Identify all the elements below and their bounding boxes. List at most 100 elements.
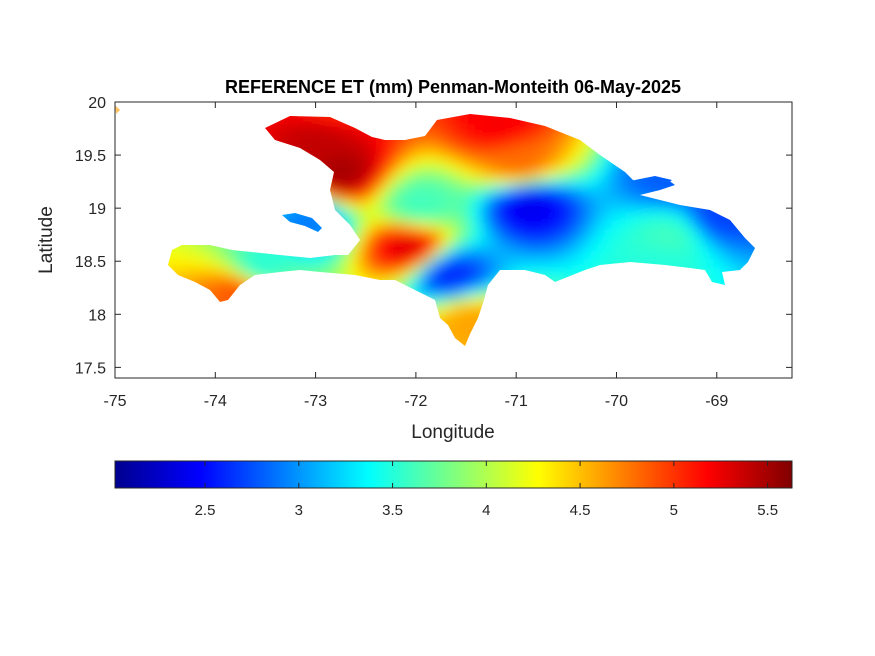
x-tick-label: -70	[605, 393, 628, 410]
heatmap-cell	[529, 244, 537, 253]
heatmap-cell	[438, 274, 446, 282]
heatmap-cell	[508, 192, 516, 201]
heatmap-cell	[283, 125, 292, 134]
heatmap-cell	[536, 199, 544, 208]
heatmap-cell	[613, 251, 622, 260]
heatmap-cell	[711, 229, 720, 238]
heatmap-cell	[711, 236, 720, 245]
heatmap-cell	[459, 192, 467, 201]
heatmap-cell	[494, 214, 502, 223]
heatmap-cell	[438, 184, 446, 193]
heatmap-cell	[676, 236, 685, 245]
heatmap-cell	[676, 207, 685, 216]
heatmap-cell	[367, 199, 376, 208]
heatmap-cell	[452, 140, 460, 149]
heatmap-cell	[494, 236, 502, 245]
heatmap-cell	[367, 132, 376, 141]
heatmap-cell	[557, 236, 565, 245]
heatmap-cell	[360, 162, 369, 171]
heatmap-cell	[487, 274, 495, 282]
heatmap-cell	[550, 155, 558, 164]
heatmap-cell	[634, 199, 643, 208]
heatmap-cell	[353, 251, 362, 260]
heatmap-cell	[487, 244, 495, 253]
heatmap-cell	[199, 266, 207, 275]
heatmap-cell	[648, 184, 657, 193]
heatmap-cell	[627, 229, 636, 238]
heatmap-cell	[388, 259, 397, 268]
heatmap-cell	[452, 229, 460, 238]
heatmap-cell	[416, 274, 425, 282]
heatmap-cell	[466, 117, 474, 126]
heatmap-cell	[725, 229, 734, 238]
heatmap-cell	[655, 214, 664, 223]
heatmap-cell	[592, 259, 600, 268]
heatmap-cell	[367, 229, 376, 238]
heatmap-cell	[304, 117, 313, 126]
heatmap-cell	[445, 303, 453, 312]
x-tick-label: -73	[304, 393, 327, 410]
heatmap-cell	[346, 147, 355, 156]
heatmap-cell	[578, 155, 586, 164]
heatmap-cell	[452, 214, 460, 223]
heatmap-cell	[669, 244, 678, 253]
heatmap-cell	[339, 177, 348, 186]
heatmap-cell	[353, 259, 362, 268]
heatmap-cell	[564, 251, 572, 260]
heatmap-cell	[452, 147, 460, 156]
heatmap-cell	[599, 214, 607, 223]
heatmap-cell	[367, 274, 376, 282]
heatmap-cell	[669, 207, 678, 216]
y-tick-label: 18	[88, 307, 106, 324]
heatmap-cell	[445, 288, 453, 297]
heatmap-cell	[557, 199, 565, 208]
heatmap-cell	[501, 117, 509, 126]
heatmap-cell	[550, 274, 558, 282]
heatmap-cell	[564, 132, 572, 141]
heatmap-cell	[409, 177, 418, 186]
heatmap-cell	[353, 199, 362, 208]
heatmap-cell	[725, 259, 734, 268]
heatmap-cell	[339, 140, 348, 149]
heatmap-cell	[360, 214, 369, 223]
heatmap-cell	[304, 222, 313, 230]
heatmap-cell	[367, 251, 376, 260]
heatmap-cell	[620, 192, 629, 201]
heatmap-cell	[536, 125, 544, 134]
heatmap-cell	[522, 244, 530, 253]
heatmap-cell	[459, 296, 467, 305]
heatmap-cell	[290, 140, 299, 149]
heatmap-cell	[297, 259, 306, 268]
heatmap-cell	[634, 222, 643, 230]
heatmap-cell	[515, 147, 523, 156]
heatmap-cell	[606, 222, 615, 230]
heatmap-cell	[318, 259, 327, 268]
heatmap-cell	[473, 132, 481, 141]
heatmap-cell	[508, 140, 516, 149]
heatmap-cell	[416, 236, 425, 245]
heatmap-cell	[606, 251, 615, 260]
heatmap-cell	[409, 229, 418, 238]
heatmap-cell	[318, 155, 327, 164]
heatmap-cell	[395, 184, 404, 193]
heatmap-cell	[248, 259, 256, 268]
heatmap-cell	[459, 177, 467, 186]
heatmap-cell	[388, 199, 397, 208]
heatmap-cell	[697, 251, 706, 260]
heatmap-cell	[360, 266, 369, 275]
heatmap-cell	[381, 266, 390, 275]
heatmap-cell	[339, 132, 348, 141]
heatmap-cell	[543, 214, 551, 223]
heatmap-cell	[445, 318, 453, 327]
heatmap-cell	[459, 281, 467, 290]
heatmap-cell	[325, 140, 334, 149]
heatmap-cell	[585, 177, 593, 186]
heatmap-cell	[536, 177, 544, 186]
heatmap-cell	[374, 274, 383, 282]
heatmap-cell	[220, 281, 228, 290]
heatmap-cell	[395, 147, 404, 156]
heatmap-cell	[606, 192, 615, 201]
heatmap-cell	[409, 147, 418, 156]
heatmap-cell	[550, 251, 558, 260]
heatmap-cell	[613, 177, 622, 186]
